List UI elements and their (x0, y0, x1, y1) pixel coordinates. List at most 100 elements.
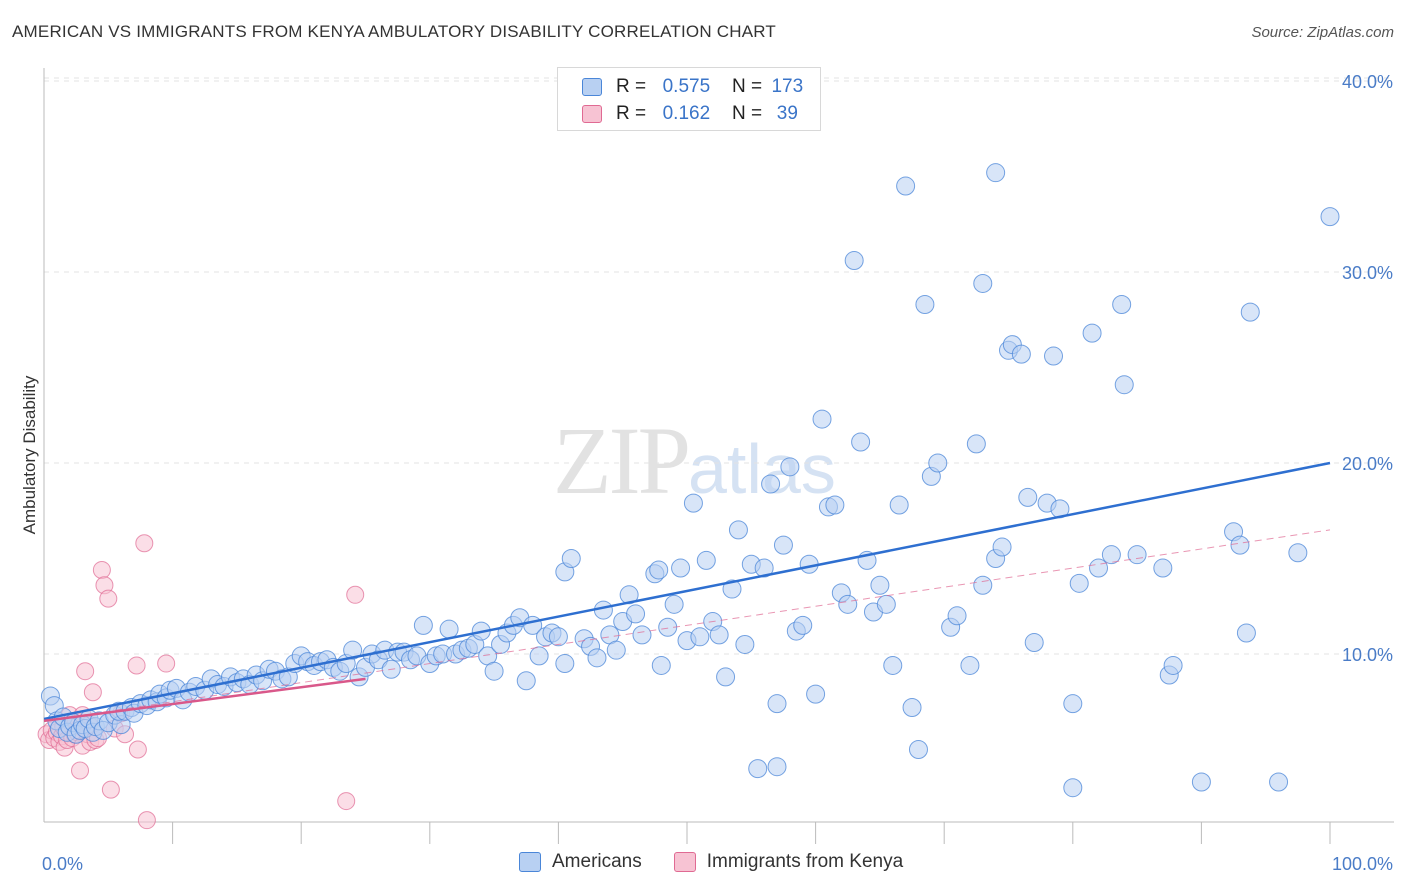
american-point (1320, 207, 1340, 227)
american-point (876, 594, 896, 614)
american-point (812, 409, 832, 429)
american-point (587, 648, 607, 668)
american-point (484, 661, 504, 681)
kenya-point (83, 683, 102, 702)
american-point (1044, 346, 1064, 366)
american-point (728, 520, 748, 540)
series-legend: Americans Immigrants from Kenya (519, 851, 935, 873)
american-point (761, 474, 781, 494)
american-point (619, 585, 639, 605)
american-point (1112, 294, 1132, 314)
legend-n-label: N = (731, 76, 763, 97)
y-tick-label: 30.0% (1342, 263, 1393, 283)
american-point (516, 671, 536, 691)
american-point (1011, 344, 1031, 364)
kenya-point (71, 761, 90, 780)
legend-row-americans: R = 0.575 N = 173 (582, 75, 807, 99)
kenya-legend-label: Immigrants from Kenya (706, 851, 904, 872)
american-point (722, 579, 742, 599)
watermark-main: ZIP (553, 407, 691, 514)
american-point (1069, 573, 1089, 593)
american-point (555, 654, 575, 674)
american-point (986, 163, 1006, 183)
axes (43, 68, 1394, 844)
american-point (915, 294, 935, 314)
american-point (1089, 558, 1109, 578)
american-point (561, 549, 581, 568)
grid (44, 77, 1394, 655)
kenya-point (128, 740, 147, 759)
legend-item-kenya[interactable]: Immigrants from Kenya (673, 851, 904, 873)
american-point (754, 558, 774, 578)
american-point (606, 640, 626, 660)
kenya-swatch (582, 105, 602, 123)
legend-n-value: 173 (771, 76, 804, 97)
american-point (690, 627, 710, 647)
american-point (671, 558, 691, 578)
kenya-point (101, 780, 120, 799)
american-point (343, 640, 363, 660)
american-point (896, 176, 916, 196)
kenya-point (337, 792, 356, 811)
american-point (1269, 772, 1289, 792)
american-point (529, 646, 549, 666)
kenya-trend-extended (43, 529, 1331, 722)
legend-r-label: R = (616, 103, 647, 124)
american-point (902, 697, 922, 717)
american-point (649, 560, 669, 580)
american-point (851, 432, 871, 452)
american-point (413, 615, 433, 635)
legend-n-value: 39 (776, 103, 798, 124)
legend-r-value: 0.575 (662, 76, 711, 97)
american-point (780, 457, 800, 477)
legend-r-value: 0.162 (662, 103, 711, 124)
americans-trend-line (43, 461, 1331, 721)
americans-swatch (582, 78, 602, 96)
american-point (889, 495, 909, 515)
y-axis-label: Ambulatory Disability (20, 375, 39, 534)
american-point (806, 684, 826, 704)
american-point (1163, 655, 1183, 675)
american-point (1230, 535, 1250, 555)
american-point (1063, 778, 1083, 798)
kenya-point (92, 560, 111, 579)
legend-r-label: R = (616, 76, 647, 97)
american-point (548, 627, 568, 647)
american-point (838, 594, 858, 614)
american-point (709, 625, 729, 645)
american-point (825, 495, 845, 515)
x-tick-label: 0.0% (42, 854, 83, 874)
kenya-trend-line (43, 677, 366, 723)
legend-row-kenya: R = 0.162 N = 39 (582, 102, 807, 126)
correlation-legend: R = 0.575 N = 173 R = 0.162 N = 39 (557, 67, 821, 131)
american-point (1240, 302, 1260, 322)
legend-item-americans[interactable]: Americans (519, 851, 642, 873)
american-point (1101, 545, 1121, 565)
american-point (651, 655, 671, 675)
american-point (439, 619, 459, 639)
zipatlas-watermark: ZIPatlas (553, 405, 836, 516)
y-tick-label: 20.0% (1342, 454, 1393, 474)
american-point (773, 535, 793, 555)
american-point (716, 667, 736, 687)
x-tick-label: 100.0% (1332, 854, 1393, 874)
american-point (748, 759, 768, 779)
kenya-point (157, 654, 176, 673)
american-point (844, 251, 864, 271)
american-point (683, 493, 703, 513)
american-point (960, 655, 980, 675)
american-point (966, 434, 986, 454)
americans-legend-label: Americans (552, 851, 642, 872)
american-point (1288, 543, 1308, 563)
american-point (1153, 558, 1173, 578)
kenya-point (127, 656, 146, 675)
american-point (664, 594, 684, 614)
american-point (767, 757, 787, 777)
watermark-sub: atlas (688, 430, 836, 508)
american-point (767, 694, 787, 714)
american-point (928, 453, 948, 473)
american-point (992, 537, 1012, 557)
americans-legend-swatch (519, 852, 541, 872)
americans-series (40, 163, 1340, 798)
